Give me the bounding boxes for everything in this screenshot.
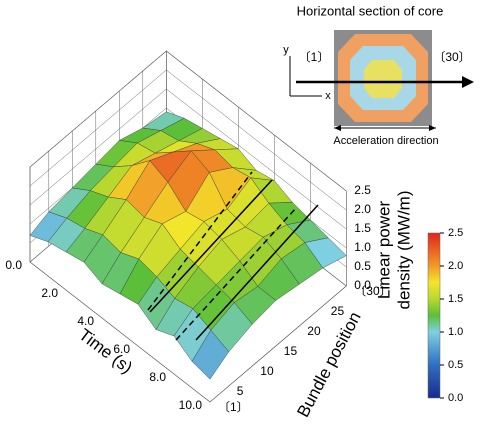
core-center	[364, 60, 402, 98]
z-axis-title: Linear power	[374, 201, 393, 300]
z-tick-label: 1.0	[354, 240, 371, 254]
z-tick-label: 1.5	[354, 221, 371, 235]
guide-line	[195, 204, 319, 341]
colorbar-tick-label: 1.0	[448, 326, 463, 338]
guide-line	[147, 171, 253, 311]
inset-caption: Acceleration direction	[333, 135, 438, 147]
inset-y-label: y	[283, 44, 289, 56]
arrow-head	[429, 125, 436, 131]
colorbar-tick-label: 1.5	[448, 293, 463, 305]
inset-title: Horizontal section of core	[297, 3, 444, 18]
y-tick-label: 〔1〕	[218, 400, 249, 414]
surface-plot: 0.0 0.5 1.0 1.5 2.0 2.5 0.0 2.0 4.0 6.0 8.0 10.0 〔1〕…	[5, 50, 463, 421]
z-axis-title: density (MW/m)	[394, 191, 413, 310]
x-tick-label: 10.0	[179, 398, 203, 412]
arrow-head	[334, 125, 341, 131]
inset-left-label: 〔1〕	[299, 50, 330, 64]
floor-edge	[29, 261, 347, 403]
x-tick-label: 8.0	[149, 370, 166, 384]
x-tick-label: 2.0	[41, 286, 58, 300]
z-tick-label: 0.0	[354, 278, 371, 292]
arrow-head	[462, 76, 474, 88]
z-tick-label: 2.5	[354, 183, 371, 197]
x-tick-label: 0.0	[5, 258, 22, 272]
colorbar-tick-label: 0.0	[448, 392, 463, 404]
y-tick-label: 10	[260, 364, 274, 378]
y-tick-label: 15	[284, 344, 298, 358]
guide-line	[149, 179, 273, 313]
inset-x-label: x	[325, 90, 331, 102]
x-tick-label: 4.0	[77, 314, 94, 328]
z-tick-label: 2.0	[354, 202, 371, 216]
inset-right-label: 〔30〕	[433, 50, 470, 64]
y-axis-title: Bundle position	[293, 309, 364, 421]
colorbar-tick-label: 2.0	[448, 260, 463, 272]
z-tick-label: 0.5	[354, 259, 371, 273]
x-tick-label: 6.0	[113, 342, 130, 356]
y-tick-label: 〔30〕	[354, 284, 391, 298]
inset: Horizontal section of core 〔1〕 〔30〕 y x …	[283, 3, 474, 147]
y-tick-label: 5	[237, 384, 244, 398]
colorbar	[427, 232, 441, 399]
y-tick-label: 25	[331, 304, 345, 318]
y-tick-label: 20	[307, 324, 321, 338]
surface-cell	[191, 329, 230, 380]
colorbar-tick-label: 2.5	[448, 227, 463, 239]
colorbar-tick-label: 0.5	[448, 359, 463, 371]
